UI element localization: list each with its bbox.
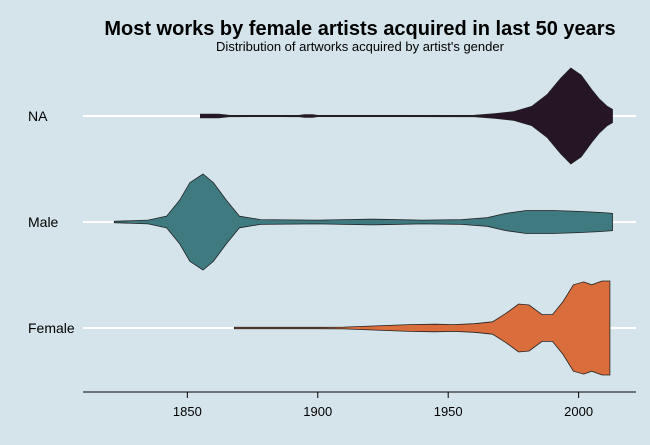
x-axis: 1850 1900 1950 2000 [83,391,636,419]
x-tick-label-2000: 2000 [564,404,593,419]
category-label-male: Male [28,214,59,230]
violin-na [200,67,613,165]
category-label-female: Female [28,320,75,336]
x-tick-label-1850: 1850 [173,404,202,419]
category-label-na: NA [28,108,48,124]
chart-title: Most works by female artists acquired in… [104,18,615,40]
violins [113,67,613,376]
x-tick-label-1950: 1950 [434,404,463,419]
x-tick-label-1900: 1900 [303,404,332,419]
category-labels: NA Male Female [28,108,75,336]
chart-subtitle: Distribution of artworks acquired by art… [216,39,505,54]
violin-female [233,280,611,376]
violin-male [113,173,613,271]
